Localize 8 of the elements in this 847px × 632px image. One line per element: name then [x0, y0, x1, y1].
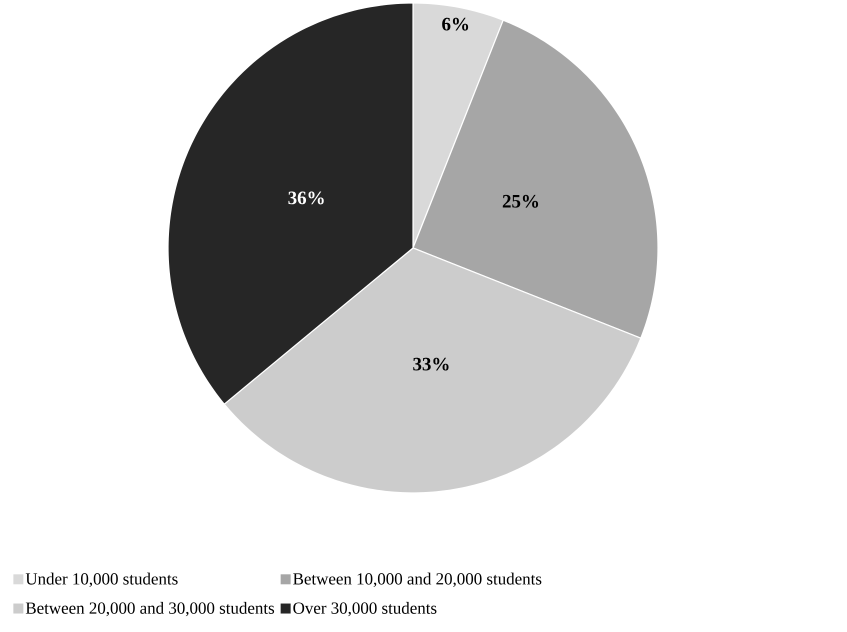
- data-label: 6%: [442, 18, 468, 31]
- legend-label: Between 10,000 and 20,000 students: [293, 572, 542, 588]
- legend-label: Over 30,000 students: [293, 602, 436, 616]
- legend-label: Under 10,000 students: [26, 572, 178, 588]
- data-label: 33%: [413, 358, 449, 371]
- data-label: 25%: [502, 194, 538, 208]
- legend-label: Between 20,000 and 30,000 students: [26, 602, 274, 616]
- data-label: 36%: [288, 192, 324, 204]
